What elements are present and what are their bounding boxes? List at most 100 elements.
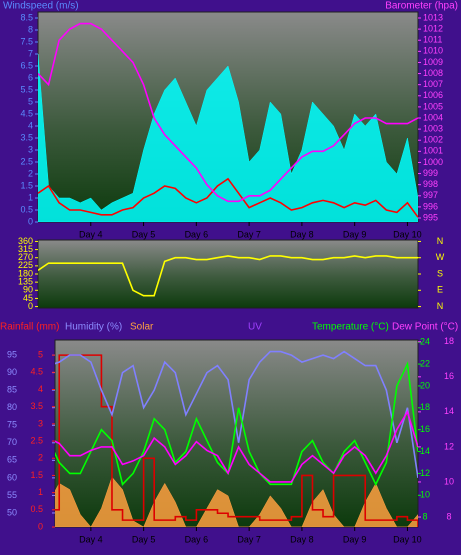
- y-tick-label: 999: [423, 168, 438, 178]
- y-tick-label: 2: [28, 168, 33, 178]
- y-tick-label: 2.5: [20, 156, 33, 166]
- y-tick-label: 997: [423, 190, 438, 200]
- y-tick-label: 45: [23, 293, 33, 303]
- y-tick-label: 1002: [423, 135, 443, 145]
- y-tick-label: 135: [18, 277, 33, 287]
- plot-area: [37, 239, 419, 309]
- axis-label: Solar: [130, 322, 154, 333]
- y-tick-label: 1011: [423, 35, 442, 45]
- axis-label: UV: [248, 322, 262, 333]
- x-tick-label: Day 9: [343, 534, 367, 544]
- y-tick-label: 8: [446, 511, 451, 521]
- y-tick-label: 1009: [423, 57, 443, 67]
- y-tick-label: 18: [444, 336, 454, 346]
- series-line: [55, 409, 418, 483]
- y-tick-label: 3: [38, 418, 43, 428]
- y-tick-label: 0: [28, 216, 33, 226]
- y-tick-label: 70: [7, 437, 17, 447]
- series-line: [38, 255, 418, 297]
- y-tick-label: E: [437, 285, 443, 295]
- y-tick-label: 16: [420, 424, 430, 434]
- x-tick-label: Day 6: [185, 229, 209, 239]
- y-tick-label: 180: [18, 268, 33, 278]
- y-tick-label: 1012: [423, 23, 443, 33]
- y-tick-label: 12: [444, 441, 454, 451]
- y-tick-label: 18: [420, 402, 430, 412]
- y-tick-label: 55: [7, 490, 17, 500]
- axis-label: Rainfall (mm): [0, 322, 59, 333]
- y-tick-label: 3: [28, 144, 33, 154]
- x-tick-label: Day 4: [79, 534, 103, 544]
- y-tick-label: 998: [423, 179, 438, 189]
- y-tick-label: 1000: [423, 157, 443, 167]
- y-tick-label: 1003: [423, 123, 443, 133]
- y-tick-label: 360: [18, 236, 33, 246]
- y-tick-label: 1005: [423, 101, 443, 111]
- y-tick-label: 50: [7, 507, 17, 517]
- y-tick-label: 60: [7, 472, 17, 482]
- x-tick-label: Day 7: [237, 534, 261, 544]
- y-tick-label: 1008: [423, 68, 443, 78]
- axis-label: Windspeed (m/s): [3, 1, 79, 12]
- y-tick-label: 1013: [423, 12, 443, 22]
- y-tick-label: 1007: [423, 79, 443, 89]
- y-tick-label: 80: [7, 402, 17, 412]
- x-tick-label: Day 6: [185, 534, 209, 544]
- x-tick-label: Day 8: [290, 534, 314, 544]
- axis-label: Dew Point (°C): [392, 322, 458, 333]
- y-tick-label: 12: [420, 468, 430, 478]
- y-tick-label: 2: [38, 453, 43, 463]
- y-tick-label: 0.5: [20, 204, 33, 214]
- y-tick-label: 1.5: [20, 180, 33, 190]
- series-group: [38, 22, 418, 222]
- y-tick-label: N: [437, 236, 444, 246]
- y-tick-label: 4: [38, 384, 43, 394]
- y-tick-label: 4.5: [30, 367, 43, 377]
- y-tick-label: 3.5: [30, 401, 43, 411]
- y-tick-label: 7.5: [20, 36, 33, 46]
- y-tick-label: 8: [422, 512, 427, 522]
- y-tick-label: 1010: [423, 46, 443, 56]
- y-tick-label: 225: [18, 260, 33, 270]
- y-tick-label: 270: [18, 252, 33, 262]
- series-area: [55, 476, 418, 527]
- series-group: [55, 350, 418, 527]
- y-tick-label: 16: [444, 371, 454, 381]
- y-tick-label: 5.5: [20, 84, 33, 94]
- y-tick-label: 65: [7, 455, 17, 465]
- y-tick-label: 1001: [423, 146, 443, 156]
- y-tick-label: 8: [28, 24, 33, 34]
- x-tick-label: Day 4: [79, 229, 103, 239]
- series-line: [38, 22, 418, 203]
- y-tick-label: 2.5: [30, 435, 43, 445]
- y-tick-label: 10: [444, 476, 454, 486]
- y-tick-label: 1006: [423, 90, 443, 100]
- y-tick-label: 1.5: [30, 470, 43, 480]
- x-tick-label: Day 10: [393, 534, 422, 544]
- y-tick-label: 10: [420, 490, 430, 500]
- series-group: [38, 255, 418, 297]
- y-tick-label: 4: [28, 120, 33, 130]
- y-tick-label: 1: [28, 192, 33, 202]
- y-tick-label: 90: [23, 285, 33, 295]
- x-tick-label: Day 8: [290, 229, 314, 239]
- y-tick-label: S: [437, 268, 443, 278]
- y-tick-label: 8.5: [20, 12, 33, 22]
- x-tick-label: Day 9: [343, 229, 367, 239]
- y-tick-label: 1: [38, 487, 43, 497]
- y-tick-label: 0: [38, 521, 43, 531]
- y-tick-label: 14: [420, 446, 430, 456]
- y-tick-label: 75: [7, 420, 17, 430]
- y-tick-label: 5: [28, 96, 33, 106]
- y-tick-label: 315: [18, 244, 33, 254]
- y-tick-label: 0: [28, 301, 33, 311]
- y-tick-label: 5: [38, 350, 43, 360]
- y-tick-label: 995: [423, 212, 438, 222]
- y-tick-label: N: [437, 301, 444, 311]
- x-tick-label: Day 5: [132, 229, 156, 239]
- y-tick-label: 6: [28, 72, 33, 82]
- y-tick-label: 6.5: [20, 60, 33, 70]
- axis-label: Humidity (%): [65, 322, 122, 333]
- series-area: [38, 53, 418, 222]
